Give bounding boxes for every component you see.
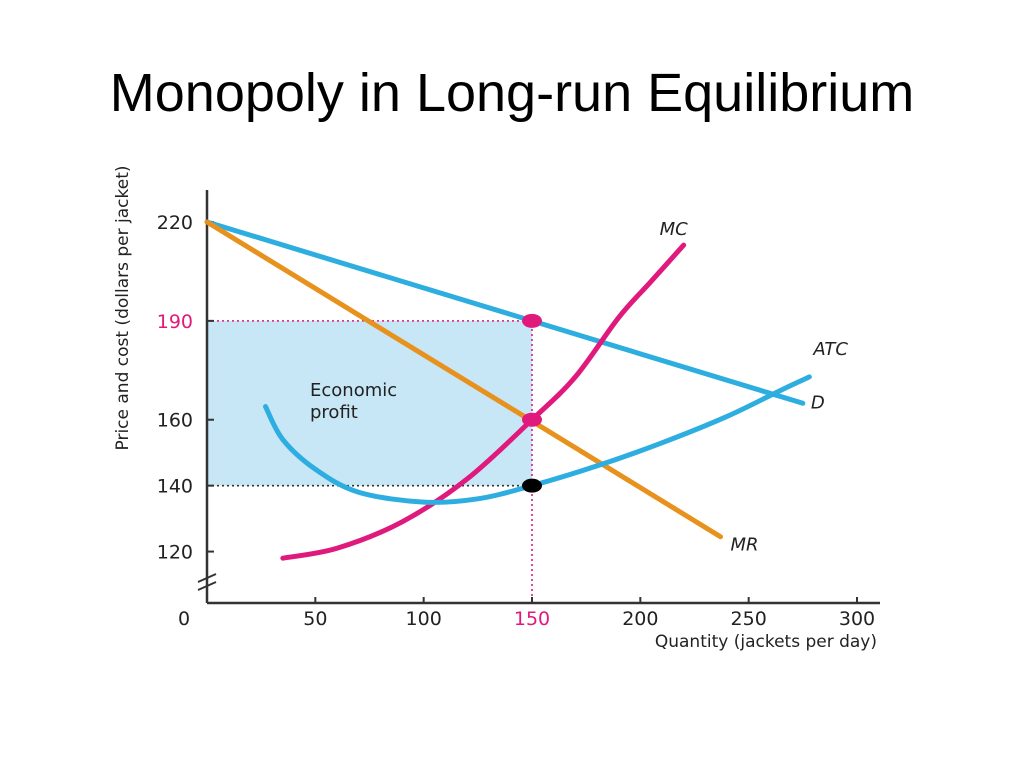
economic-profit-label: Economic <box>310 380 397 401</box>
y-tick-label: 160 <box>157 410 193 432</box>
equilibrium-point-0 <box>522 313 542 328</box>
x-tick-label: 300 <box>839 608 875 630</box>
series-mr-line <box>204 219 723 540</box>
x-tick-label: 250 <box>731 608 767 630</box>
y-tick-label: 120 <box>157 542 193 564</box>
x-tick-label: 200 <box>622 608 658 630</box>
series-mr-label: MR <box>731 535 759 556</box>
series-d-label: D <box>811 392 825 413</box>
y-tick-label: 140 <box>157 476 193 498</box>
x-tick-label: 150 <box>514 608 550 630</box>
axis-break-mark <box>197 573 217 583</box>
series-d-line <box>204 219 806 406</box>
x-tick-label: 100 <box>406 608 442 630</box>
y-tick-label: 220 <box>157 212 193 234</box>
y-axis-title: Price and cost (dollars per jacket) <box>113 166 133 451</box>
equilibrium-point-2 <box>522 478 542 493</box>
series-atc-line <box>263 374 812 505</box>
economic-profit-label: profit <box>310 402 358 423</box>
economic-profit-region <box>207 320 532 486</box>
axis-break-mark <box>197 581 217 591</box>
series-mc-label: MC <box>660 219 689 240</box>
series-atc-label: ATC <box>812 339 848 360</box>
x-axis-title: Quantity (jackets per day) <box>655 632 877 652</box>
y-tick-label: 190 <box>157 311 193 333</box>
x-tick-label: 50 <box>303 608 327 630</box>
x-tick-label: 0 <box>178 608 190 630</box>
slide-title: Monopoly in Long-run Equilibrium <box>109 63 915 123</box>
equilibrium-point-1 <box>522 412 542 427</box>
